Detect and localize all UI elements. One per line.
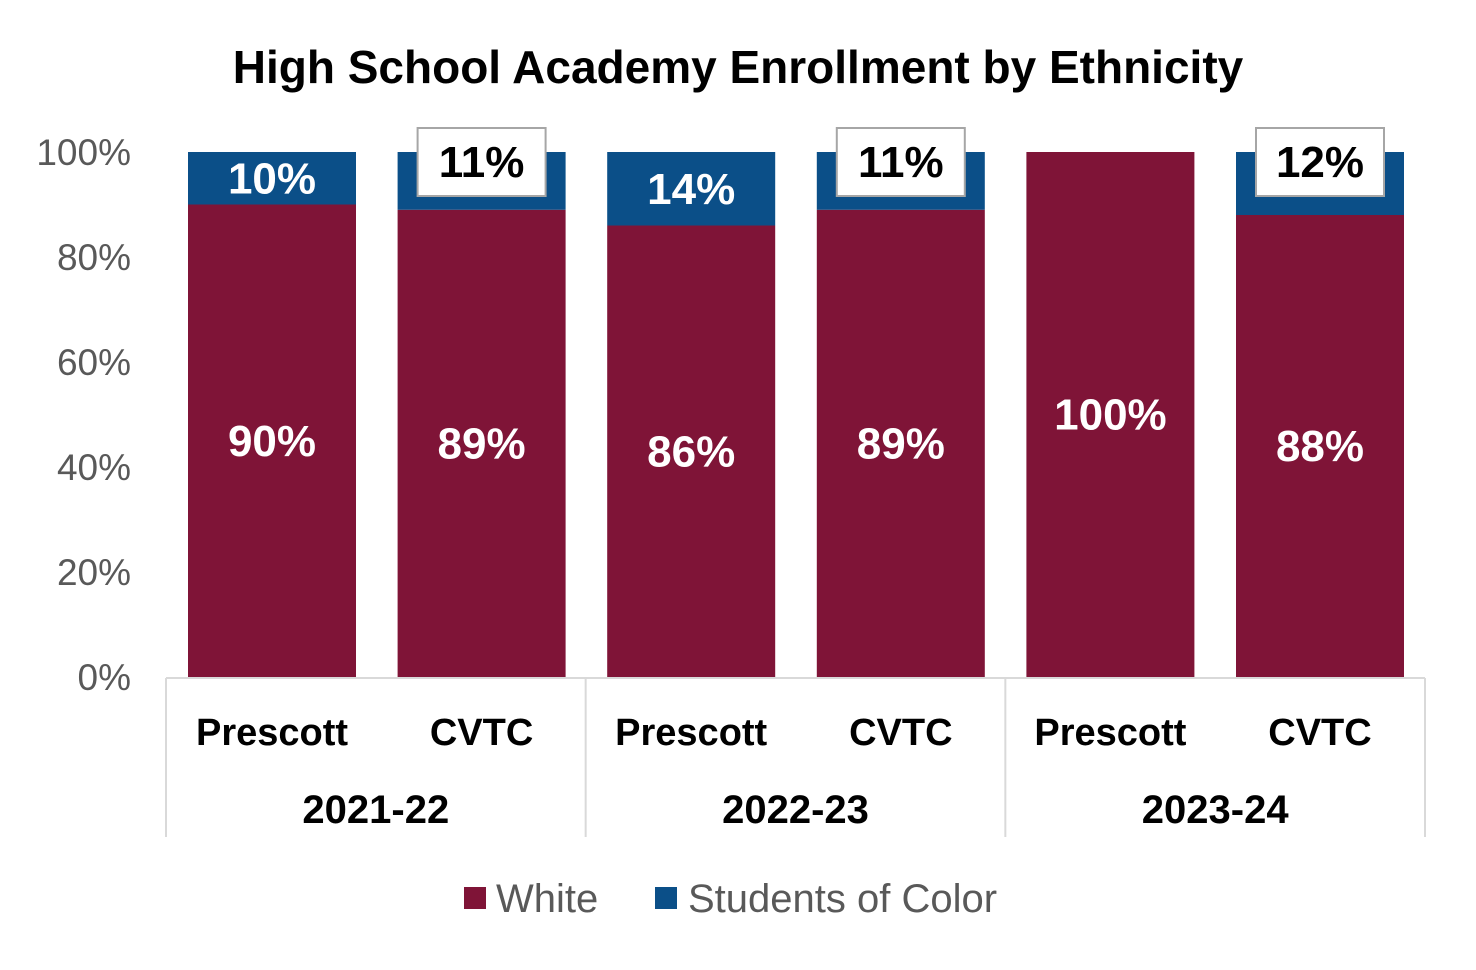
bar-segment-white [1026, 152, 1195, 677]
data-labels: 90% 10% 89% 11% 86% 14% 89% 11% 100% 88% 12% [228, 127, 1385, 476]
y-tick-label: 20% [57, 552, 131, 593]
data-label: 88% [1276, 422, 1364, 471]
data-label: 10% [228, 154, 316, 203]
data-label: 12% [1276, 138, 1364, 187]
category-label: CVTC [430, 712, 533, 754]
data-label: 14% [647, 165, 735, 214]
bar-segment-white [188, 204, 356, 677]
category-label: Prescott [196, 712, 348, 754]
bar-segment-white [607, 225, 776, 677]
group-label: 2023-24 [1142, 788, 1290, 832]
data-label: 89% [438, 419, 526, 468]
legend-label: Students of Color [688, 877, 997, 921]
bar-segment-white [1236, 215, 1404, 677]
bars [188, 152, 1404, 677]
data-label: 86% [647, 427, 735, 476]
bar-segment-students-of-color [188, 152, 356, 205]
category-label: Prescott [615, 712, 767, 754]
y-tick-label: 80% [57, 237, 131, 278]
data-label: 89% [857, 419, 945, 468]
data-label: 90% [228, 417, 316, 466]
y-axis: 0% 20% 40% 60% 80% 100% [36, 132, 131, 698]
data-label: 100% [1054, 391, 1167, 440]
data-label-box [416, 127, 547, 197]
legend-swatch [655, 887, 677, 909]
chart-title: High School Academy Enrollment by Ethnic… [233, 41, 1244, 93]
group-label: 2022-23 [722, 788, 869, 832]
data-label-box [1255, 127, 1385, 197]
y-tick-label: 40% [57, 447, 131, 488]
bar-segment-white [397, 209, 566, 677]
x-axis: Prescott CVTC Prescott CVTC Prescott CVTC 2021… [165, 677, 1426, 837]
data-label: 11% [858, 138, 944, 187]
bar-segment-white [816, 209, 985, 677]
y-tick-label: 100% [36, 132, 131, 173]
y-tick-label: 0% [78, 657, 131, 698]
y-tick-label: 60% [57, 342, 131, 383]
category-label: CVTC [849, 712, 952, 754]
data-label-box [835, 127, 966, 197]
group-label: 2021-22 [302, 788, 449, 832]
data-label: 11% [439, 138, 525, 187]
legend: White Students of Color [464, 877, 997, 921]
bar-segment-students-of-color [607, 152, 776, 226]
category-label: CVTC [1268, 712, 1371, 754]
legend-swatch [464, 887, 486, 909]
category-label: Prescott [1034, 712, 1186, 754]
legend-label: White [496, 877, 598, 921]
